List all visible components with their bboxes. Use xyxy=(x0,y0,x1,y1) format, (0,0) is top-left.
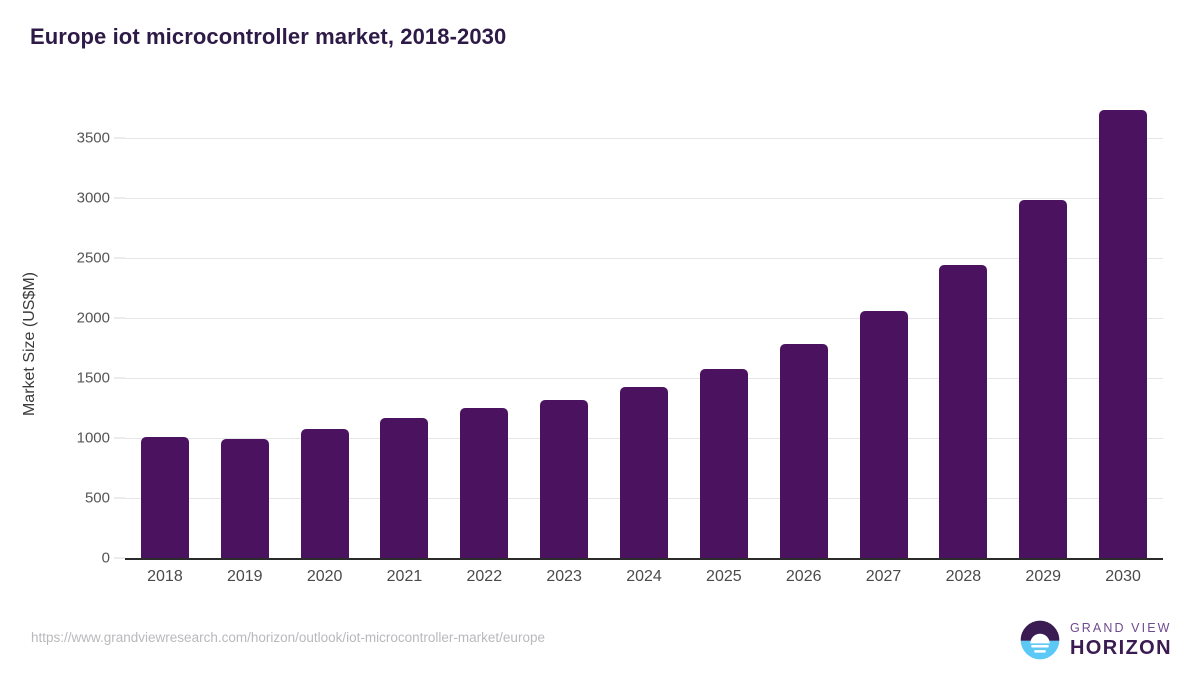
bar-slot xyxy=(444,108,524,558)
x-axis-tick-label: 2026 xyxy=(785,568,822,585)
bar-2020[interactable] xyxy=(300,429,349,558)
bar-slot xyxy=(764,108,844,558)
bar-slot xyxy=(1083,108,1163,558)
bar-2023[interactable] xyxy=(540,400,589,558)
x-axis-tick-label: 2023 xyxy=(546,568,582,585)
y-axis-tick-mark xyxy=(114,437,125,439)
y-axis-title: Market Size (US$M) xyxy=(21,271,38,417)
bar-slot xyxy=(285,108,365,558)
x-axis-tick-label: 2028 xyxy=(945,568,982,585)
bar-slot xyxy=(365,108,445,558)
bar-slot xyxy=(524,108,604,558)
bar-slot xyxy=(684,108,764,558)
bar-2021[interactable] xyxy=(380,418,429,558)
gridline xyxy=(125,258,1163,259)
logo-wordmark: GRAND VIEW HORIZON xyxy=(1070,622,1172,658)
horizon-sunrise-circle-icon xyxy=(1020,620,1060,660)
bar-slot xyxy=(205,108,285,558)
bar-slot xyxy=(844,108,924,558)
x-axis-line xyxy=(125,558,1163,560)
x-axis-tick-label: 2019 xyxy=(226,568,263,585)
x-axis-tick-label: 2030 xyxy=(1105,568,1141,585)
bar-2019[interactable] xyxy=(220,439,269,558)
gridline xyxy=(125,318,1163,319)
gridline xyxy=(125,138,1163,139)
bar-2030[interactable] xyxy=(1099,110,1148,558)
bar-slot xyxy=(923,108,1003,558)
bar-slot xyxy=(125,108,205,558)
bar-2025[interactable] xyxy=(699,369,748,558)
page-title: Europe iot microcontroller market, 2018-… xyxy=(30,24,507,49)
y-axis-title-holder: Market Size (US$M) xyxy=(18,110,48,560)
x-axis-tick-label: 2029 xyxy=(1025,568,1062,585)
bar-2026[interactable] xyxy=(779,344,828,558)
bar-2024[interactable] xyxy=(619,387,668,558)
source-url[interactable]: https://www.grandviewresearch.com/horizo… xyxy=(31,630,545,645)
brand-logo: GRAND VIEW HORIZON xyxy=(1019,619,1172,661)
x-axis-tick-label: 2021 xyxy=(386,568,423,585)
y-axis-tick-mark xyxy=(114,317,125,319)
x-axis-tick-label: 2022 xyxy=(466,568,503,585)
y-axis-tick-mark xyxy=(114,137,125,139)
y-axis-tick-mark xyxy=(114,377,125,379)
plot-area xyxy=(125,108,1163,558)
bar-slot xyxy=(1003,108,1083,558)
bar-2028[interactable] xyxy=(939,265,988,558)
y-axis-tick-mark xyxy=(114,557,125,559)
gridline xyxy=(125,378,1163,379)
x-axis-tick-label: 2020 xyxy=(306,568,343,585)
x-axis-tick-label: 2024 xyxy=(626,568,662,585)
logo-line-2: HORIZON xyxy=(1069,636,1172,659)
y-axis-tick-mark xyxy=(114,497,125,499)
bar-2027[interactable] xyxy=(859,310,908,558)
x-axis-tick-label: 2025 xyxy=(706,568,742,585)
bar-2022[interactable] xyxy=(460,408,509,558)
gridline xyxy=(125,198,1163,199)
x-axis-tick-label: 2018 xyxy=(147,568,183,585)
y-axis-tick-mark xyxy=(114,197,125,199)
y-axis-tick-mark xyxy=(114,257,125,259)
bar-slot xyxy=(604,108,684,558)
logo-line-1: GRAND VIEW xyxy=(1069,621,1172,636)
bar-2018[interactable] xyxy=(140,437,189,558)
x-axis-tick-label: 2027 xyxy=(865,568,902,585)
bar-2029[interactable] xyxy=(1019,199,1068,558)
